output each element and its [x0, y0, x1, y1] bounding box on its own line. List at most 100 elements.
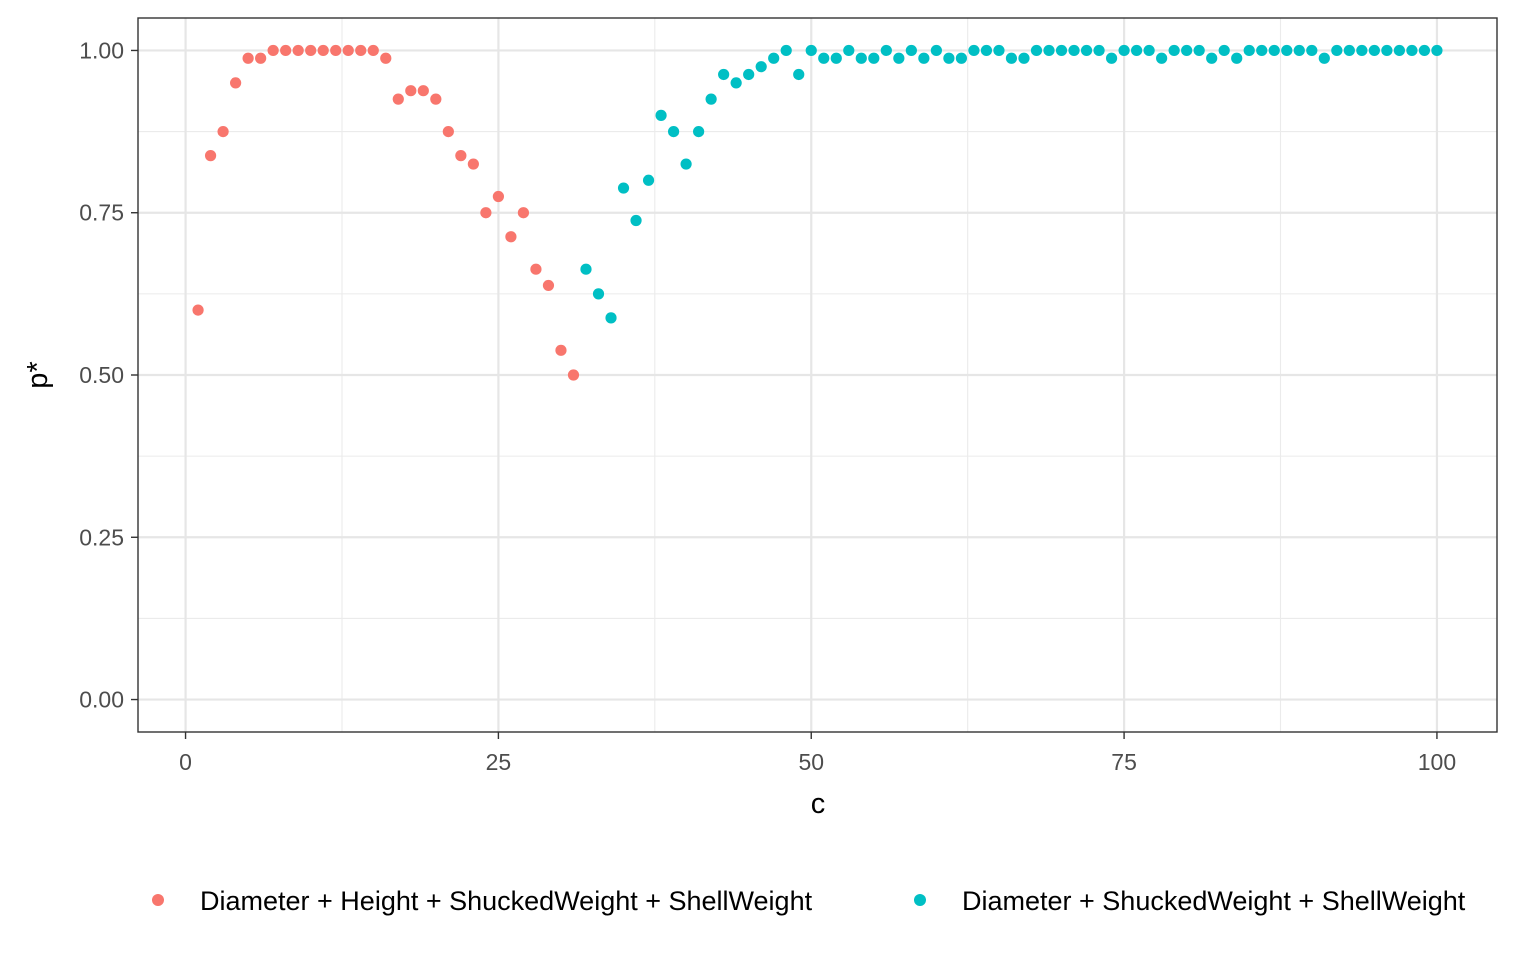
data-point-series-2: [1368, 44, 1380, 57]
x-tick-label: 0: [179, 749, 192, 775]
data-point-series-2: [780, 44, 792, 57]
data-point-series-2: [693, 125, 705, 138]
data-point-series-2: [980, 44, 993, 57]
data-point-series-2: [1168, 44, 1180, 57]
data-point-series-2: [1080, 44, 1093, 57]
data-point-series-1: [405, 85, 417, 97]
data-point-series-2: [1381, 44, 1393, 57]
data-point-series-1: [217, 125, 229, 138]
x-axis-title: c: [811, 788, 826, 820]
y-tick-label: 0.25: [79, 524, 124, 550]
data-point-series-1: [517, 207, 530, 219]
data-point-series-2: [768, 52, 780, 64]
data-point-series-2: [592, 288, 605, 300]
data-point-series-2: [1231, 52, 1243, 64]
data-point-series-2: [630, 214, 642, 227]
y-tick-label: 0.00: [79, 687, 124, 713]
data-point-series-1: [355, 44, 367, 57]
data-point-series-2: [1068, 44, 1080, 57]
data-point-series-1: [367, 44, 379, 57]
data-point-series-2: [968, 44, 980, 57]
y-axis-tick-labels: 0.00 0.25 0.50 0.75 1.00: [79, 37, 124, 712]
y-axis-title: p*: [22, 361, 54, 388]
data-point-series-2: [1431, 44, 1443, 57]
data-point-series-1: [380, 52, 392, 64]
data-point-series-2: [893, 52, 905, 64]
data-point-series-1: [567, 369, 580, 381]
data-point-series-1: [342, 44, 354, 57]
data-point-series-2: [605, 312, 617, 324]
data-point-series-2: [843, 44, 855, 57]
data-points: [192, 44, 1443, 381]
legend-key-series-1: [152, 894, 164, 906]
legend-key-series-2: [914, 894, 926, 906]
data-point-series-2: [805, 44, 817, 57]
data-point-series-1: [480, 207, 492, 219]
y-tick-label: 0.75: [79, 200, 124, 226]
data-point-series-2: [705, 93, 717, 105]
data-point-series-2: [1118, 44, 1130, 57]
data-point-series-1: [292, 44, 304, 57]
data-point-series-2: [642, 174, 655, 186]
data-point-series-2: [955, 52, 968, 64]
data-point-series-2: [680, 158, 692, 170]
data-point-series-2: [1418, 44, 1431, 57]
data-point-series-2: [818, 52, 830, 64]
data-point-series-2: [1043, 44, 1055, 57]
data-point-series-2: [1193, 44, 1205, 57]
x-tick-label: 100: [1418, 749, 1456, 775]
legend-label-series-2: Diameter + ShuckedWeight + ShellWeight: [962, 886, 1466, 916]
data-point-series-2: [918, 52, 930, 64]
data-point-series-2: [868, 52, 880, 64]
data-point-series-2: [1243, 44, 1255, 57]
data-point-series-1: [317, 44, 329, 57]
data-point-series-1: [242, 52, 254, 64]
data-point-series-2: [830, 52, 842, 64]
data-point-series-1: [467, 158, 479, 170]
data-point-series-2: [667, 125, 680, 138]
data-point-series-1: [455, 150, 467, 162]
data-point-series-1: [204, 150, 217, 162]
data-point-series-1: [530, 263, 542, 275]
data-point-series-1: [330, 44, 342, 57]
data-point-series-2: [1268, 44, 1280, 57]
data-point-series-1: [392, 93, 404, 105]
data-point-series-2: [1331, 44, 1343, 57]
data-point-series-2: [1406, 44, 1418, 57]
x-tick-label: 25: [486, 749, 512, 775]
legend: Diameter + Height + ShuckedWeight + Shel…: [152, 886, 1466, 916]
data-point-series-2: [1105, 52, 1118, 64]
data-point-series-2: [1393, 44, 1405, 57]
data-point-series-2: [1293, 44, 1305, 57]
data-point-series-1: [305, 44, 317, 57]
data-point-series-2: [1356, 44, 1368, 57]
data-point-series-1: [230, 77, 242, 89]
data-point-series-1: [192, 304, 204, 316]
data-point-series-2: [1281, 44, 1293, 57]
data-point-series-2: [1181, 44, 1193, 57]
major-gridlines: [138, 18, 1497, 732]
axis-ticks: [131, 49, 1438, 739]
data-point-series-2: [1131, 44, 1143, 57]
data-point-series-1: [255, 52, 267, 64]
data-point-series-2: [730, 77, 742, 89]
data-point-series-1: [555, 344, 567, 356]
data-point-series-2: [1318, 52, 1330, 64]
x-tick-label: 75: [1111, 749, 1137, 775]
data-point-series-1: [492, 190, 504, 203]
data-point-series-2: [1093, 44, 1105, 57]
data-point-series-1: [505, 231, 517, 243]
data-point-series-2: [930, 44, 942, 57]
data-point-series-2: [1306, 44, 1318, 57]
data-point-series-1: [280, 44, 292, 57]
x-tick-label: 50: [798, 749, 824, 775]
data-point-series-2: [718, 68, 730, 81]
data-point-series-2: [755, 61, 767, 73]
data-point-series-2: [1343, 44, 1355, 57]
data-point-series-2: [1055, 44, 1068, 57]
minor-gridlines: [138, 18, 1497, 732]
y-tick-label: 1.00: [79, 37, 124, 63]
data-point-series-2: [617, 182, 630, 194]
data-point-series-2: [1156, 52, 1168, 64]
